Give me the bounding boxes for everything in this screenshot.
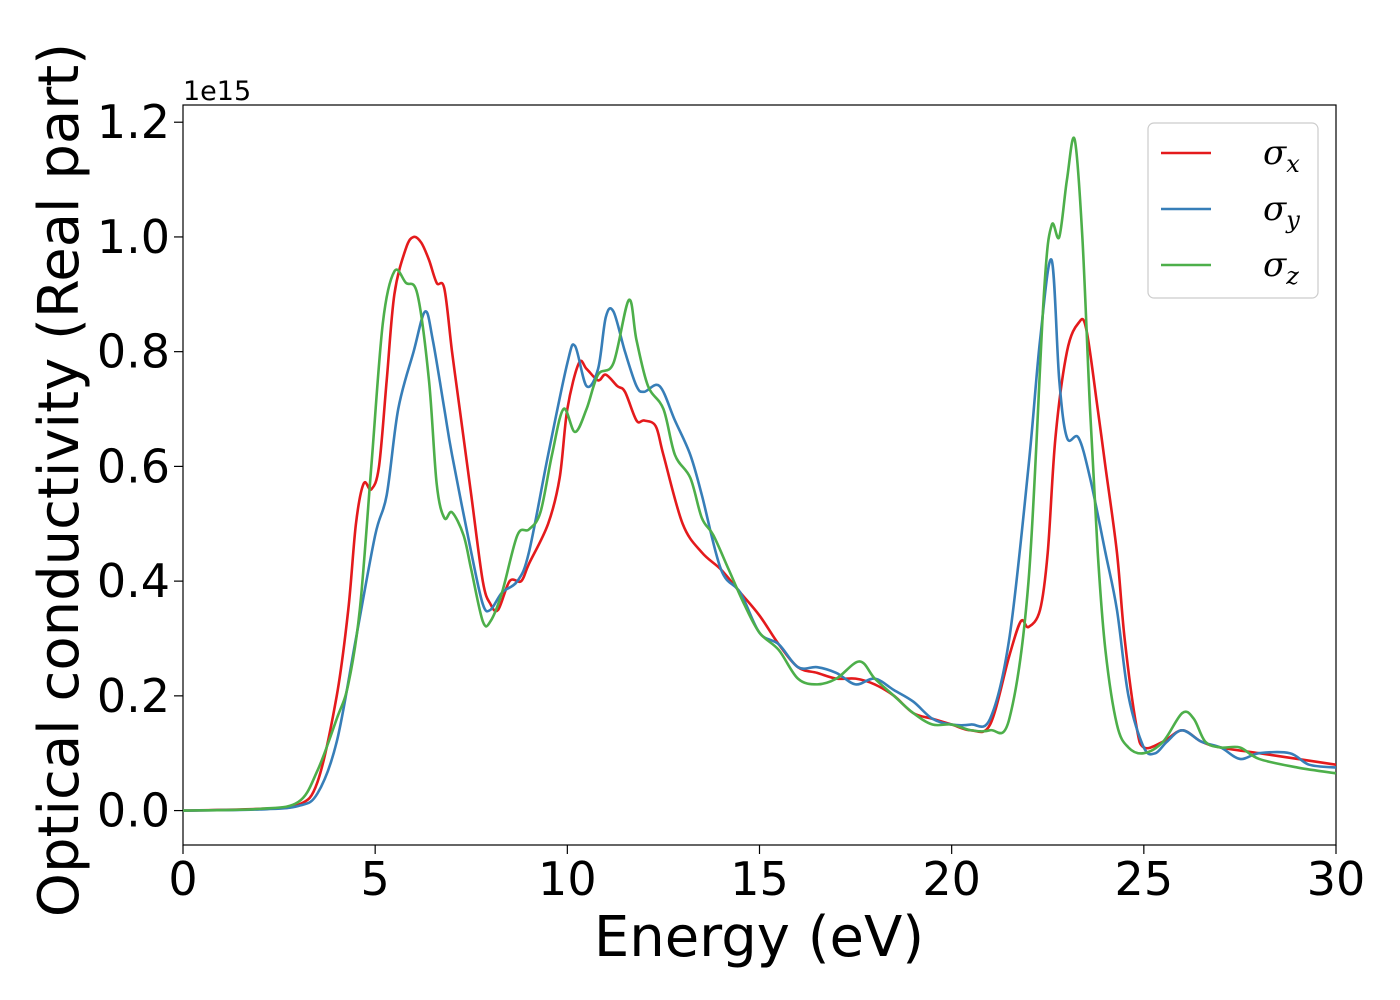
- legend-label-y: σy: [1263, 189, 1300, 234]
- x-tick-label: 15: [730, 852, 789, 906]
- legend-subscript: z: [1285, 262, 1299, 290]
- y-tick-label: 0.2: [97, 669, 170, 723]
- series-layer: [183, 136, 1336, 812]
- y-tick-label: 0.6: [97, 439, 170, 493]
- y-tick-label: 1.0: [97, 210, 170, 264]
- legend-symbol: σ: [1263, 245, 1287, 285]
- x-tick-label: 20: [922, 852, 981, 906]
- legend-symbol: σ: [1263, 133, 1287, 173]
- legend-subscript: x: [1286, 150, 1300, 178]
- series-line-y: [183, 258, 1336, 812]
- y-tick-label: 0.0: [97, 784, 170, 838]
- legend-subscript: y: [1285, 206, 1300, 234]
- y-offset-label: 1e15: [183, 76, 251, 107]
- y-tick-label: 0.4: [97, 554, 170, 608]
- legend-label-z: σz: [1263, 245, 1299, 290]
- legend-box: [1147, 122, 1319, 299]
- x-axis: 0 5 10 15 20 25 30: [168, 845, 1365, 906]
- plot-frame: [182, 104, 1337, 846]
- y-tick-label: 1.2: [97, 95, 170, 149]
- y-axis: 0.0 0.2 0.4 0.6 0.8 1.0 1.2: [97, 95, 183, 838]
- legend-symbol: σ: [1263, 189, 1287, 229]
- y-tick-label: 0.8: [97, 325, 170, 379]
- legend-label-x: σx: [1263, 133, 1300, 178]
- x-axis-label: Energy (eV): [594, 905, 924, 970]
- x-tick-label: 10: [538, 852, 597, 906]
- series-line-z: [183, 136, 1336, 812]
- x-tick-label: 5: [361, 852, 390, 906]
- x-tick-label: 25: [1115, 852, 1174, 906]
- x-tick-label: 0: [168, 852, 197, 906]
- x-tick-label: 30: [1307, 852, 1366, 906]
- y-axis-label: Optical conductivity (Real part): [27, 43, 92, 917]
- plot-area: [182, 104, 1337, 846]
